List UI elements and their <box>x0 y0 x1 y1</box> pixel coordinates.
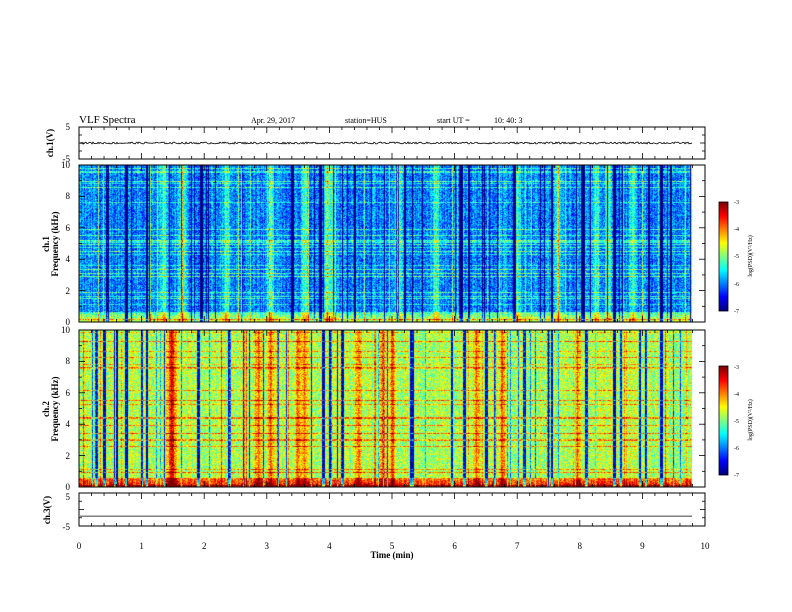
ch1-colorbar-label: log(PSD)(V²/Hz) <box>747 235 754 276</box>
ch1-waveform-panel: 5 -5 ch.1(V) <box>45 122 706 164</box>
ch1-wave-ytick-bottom: -5 <box>63 154 71 164</box>
ch1-wave-ylabel: ch.1(V) <box>45 129 55 157</box>
ch2-spectrogram-panel: 0 2 4 6 8 10 ch.2 Frequency (kHz) <box>41 325 706 492</box>
ch3-wave-ytick-bottom: -5 <box>63 522 71 532</box>
ch1-ytick-0: 0 <box>66 317 71 327</box>
x-tick-labels: 0 1 2 3 4 5 6 7 8 9 10 <box>77 541 710 551</box>
ch2-colorbar: -3 -4 -5 -6 -7 log(PSD)(V²/Hz) <box>718 365 754 479</box>
ch2-ytick-10: 10 <box>61 325 71 335</box>
ch2-cb-tick-7: -7 <box>734 473 739 479</box>
ch2-ytick-2: 2 <box>66 451 71 461</box>
ch1-spectrogram-image <box>79 165 705 322</box>
header-start-label: start UT = <box>437 116 470 125</box>
ch2-ytick-4: 4 <box>66 419 71 429</box>
ch1-cb-tick-4: -4 <box>734 227 739 233</box>
ch1-colorbar: -3 -4 -5 -6 -7 log(PSD)(V²/Hz) <box>718 200 754 315</box>
ch1-spec-ylabel-freq: Frequency (kHz) <box>50 211 60 276</box>
ch1-spec-ylabel: ch.1 <box>41 236 51 252</box>
ch2-spec-ylabel-freq: Frequency (kHz) <box>50 376 60 441</box>
ch1-ytick-4: 4 <box>66 254 71 264</box>
x-tick-label-0: 0 <box>77 541 82 551</box>
x-tick-label-10: 10 <box>701 541 711 551</box>
ch2-colorbar-frame <box>718 365 729 476</box>
figure-title: VLF Spectra <box>79 114 136 126</box>
ch2-cb-tick-6: -6 <box>734 446 739 452</box>
x-tick-label-1: 1 <box>139 541 144 551</box>
ch2-colorbar-label: log(PSD)(V²/Hz) <box>747 399 754 440</box>
ch1-cb-tick-5: -5 <box>734 254 739 260</box>
x-tick-label-2: 2 <box>202 541 207 551</box>
ch1-ytick-6: 6 <box>66 223 71 233</box>
ch2-cb-tick-5: -5 <box>734 419 739 425</box>
ch2-colorbar-gradient <box>719 366 728 475</box>
ch1-colorbar-gradient <box>719 202 728 311</box>
x-tick-label-4: 4 <box>327 541 332 551</box>
ch2-cb-tick-4: -4 <box>734 392 739 398</box>
x-axis-title: Time (min) <box>370 550 413 560</box>
ch1-ytick-2: 2 <box>66 286 71 296</box>
ch2-cb-tick-3: -3 <box>734 365 739 371</box>
ch2-ytick-0: 0 <box>66 482 71 492</box>
x-tick-label-8: 8 <box>578 541 583 551</box>
x-tick-label-6: 6 <box>452 541 457 551</box>
ch1-cb-tick-3: -3 <box>734 200 739 206</box>
header-station: station=HUS <box>345 116 387 125</box>
x-tick-label-7: 7 <box>515 541 520 551</box>
ch3-wave-ylabel: ch.3(V) <box>42 496 52 524</box>
ch1-cb-tick-6: -6 <box>734 282 739 288</box>
ch1-spectrogram-panel: 0 2 4 6 8 10 ch.1 Frequency (kHz) <box>41 160 706 327</box>
ch2-spectrogram-image <box>79 330 705 487</box>
header-start-time: 10: 40: 3 <box>494 116 522 125</box>
ch2-ytick-6: 6 <box>66 388 71 398</box>
x-tick-label-5: 5 <box>390 541 395 551</box>
ch1-cb-tick-7: -7 <box>734 309 739 315</box>
x-tick-label-9: 9 <box>640 541 645 551</box>
ch1-waveform-trace <box>79 141 693 145</box>
ch1-ytick-10: 10 <box>61 160 71 170</box>
axis-ticks <box>78 126 706 527</box>
header-date: Apr. 29, 2017 <box>251 116 295 125</box>
ch3-wave-ytick-top: 5 <box>66 492 71 502</box>
ch1-wave-ytick-top: 5 <box>66 122 71 132</box>
x-tick-label-3: 3 <box>265 541 270 551</box>
ch2-spec-ylabel: ch.2 <box>41 401 51 417</box>
ch1-colorbar-frame <box>718 201 729 312</box>
ch2-ytick-8: 8 <box>66 356 71 366</box>
ch1-ytick-8: 8 <box>66 191 71 201</box>
